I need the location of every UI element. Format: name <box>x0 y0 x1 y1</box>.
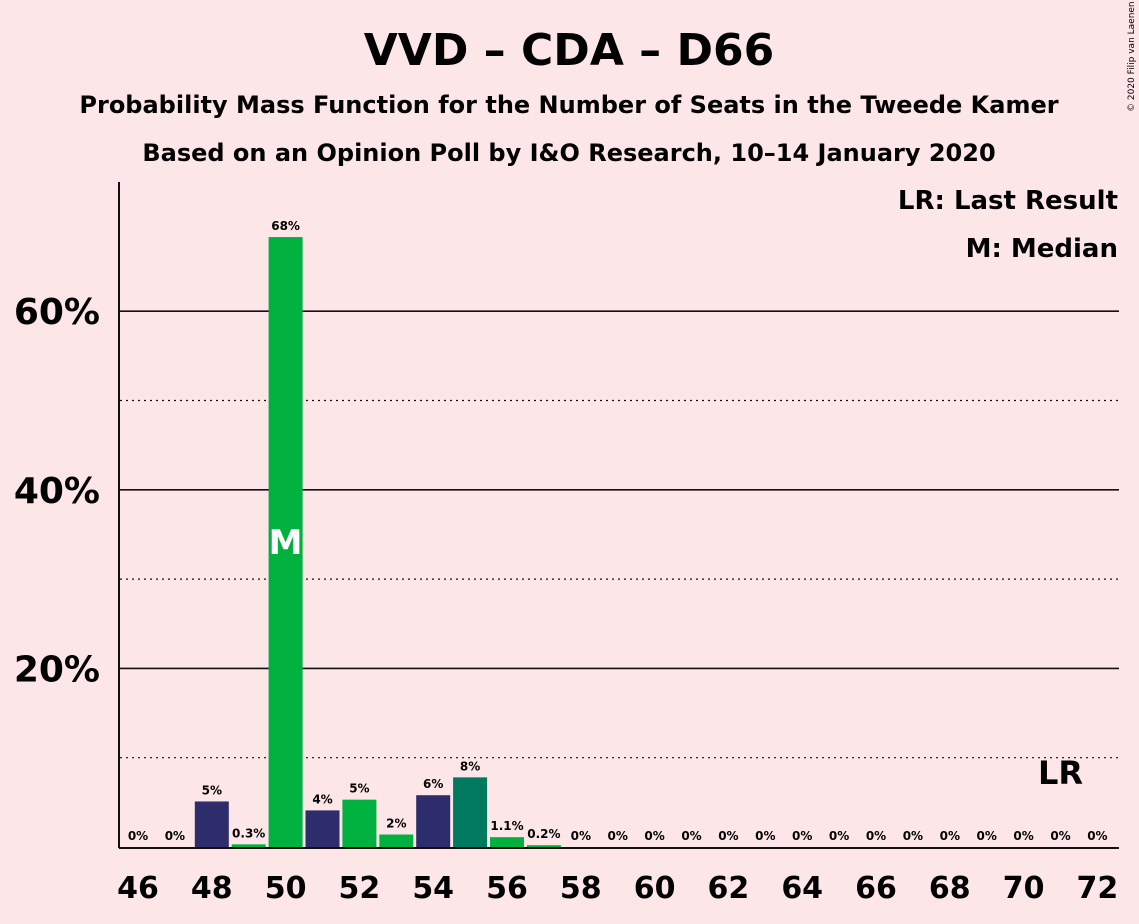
x-tick-label: 64 <box>781 871 823 906</box>
bar-seat-48 <box>194 801 229 847</box>
x-tick-label: 66 <box>855 871 897 906</box>
bar-seat-56 <box>490 837 524 847</box>
chart-source: Based on an Opinion Poll by I&O Research… <box>142 139 995 167</box>
x-tick-label: 70 <box>1003 871 1045 906</box>
data-label-seat-63: 0% <box>755 829 775 843</box>
data-label-seat-50: 68% <box>271 219 300 233</box>
data-label-seat-72: 0% <box>1087 829 1107 843</box>
bar-seat-51 <box>305 810 340 847</box>
bar-seat-57 <box>526 845 561 847</box>
x-tick-label: 72 <box>1077 871 1119 906</box>
data-label-seat-68: 0% <box>940 829 960 843</box>
y-tick-label: 20% <box>14 649 100 690</box>
bar-seat-50 <box>268 237 303 847</box>
data-labels: 0% 0% 5% 0.3% 68% 4% 5% 2% 6% 8% 1.1% 0.2% 0% 0% 0% 0% 0… <box>128 219 1108 843</box>
chart-subtitle: Probability Mass Function for the Number… <box>79 91 1058 119</box>
data-label-seat-71: 0% <box>1050 829 1070 843</box>
data-label-seat-67: 0% <box>903 829 923 843</box>
data-label-seat-65: 0% <box>829 829 849 843</box>
x-tick-label: 52 <box>339 871 381 906</box>
data-label-seat-51: 4% <box>312 792 332 806</box>
x-tick-label: 46 <box>117 871 159 906</box>
x-tick-label: 48 <box>191 871 233 906</box>
data-label-seat-55: 8% <box>460 759 480 773</box>
data-label-seat-70: 0% <box>1013 829 1033 843</box>
x-tick-label: 68 <box>929 871 971 906</box>
x-axis-ticks: 46 48 50 52 54 56 58 60 62 64 66 68 70 72 <box>117 871 1118 906</box>
x-tick-label: 54 <box>412 871 454 906</box>
bars <box>194 237 561 847</box>
last-result-marker: LR <box>1038 754 1083 792</box>
data-label-seat-48: 5% <box>202 783 222 797</box>
y-axis-ticks: 20% 40% 60% <box>14 292 100 690</box>
data-label-seat-60: 0% <box>644 829 664 843</box>
legend-median: M: Median <box>966 234 1118 264</box>
x-tick-label: 56 <box>486 871 528 906</box>
x-tick-label: 58 <box>560 871 602 906</box>
data-label-seat-61: 0% <box>681 829 701 843</box>
y-tick-label: 40% <box>14 471 100 512</box>
data-label-seat-69: 0% <box>977 829 997 843</box>
y-tick-label: 60% <box>14 292 100 333</box>
data-label-seat-47: 0% <box>165 829 185 843</box>
data-label-seat-57: 0.2% <box>527 827 560 841</box>
data-label-seat-59: 0% <box>608 829 628 843</box>
data-label-seat-58: 0% <box>571 829 591 843</box>
data-label-seat-56: 1.1% <box>490 819 523 833</box>
data-label-seat-52: 5% <box>349 782 369 796</box>
bar-seat-54 <box>416 795 451 847</box>
copyright-note: © 2020 Filip van Laenen <box>1127 1 1137 112</box>
median-marker: M <box>269 523 303 563</box>
x-tick-label: 50 <box>265 871 307 906</box>
chart-title: VVD – CDA – D66 <box>364 25 775 76</box>
x-tick-label: 60 <box>634 871 676 906</box>
bar-seat-53 <box>379 834 414 847</box>
data-label-seat-62: 0% <box>718 829 738 843</box>
bar-seat-49 <box>231 844 266 847</box>
data-label-seat-49: 0.3% <box>232 826 265 840</box>
bar-seat-55 <box>453 777 488 847</box>
data-label-seat-64: 0% <box>792 829 812 843</box>
bar-seat-52 <box>342 799 377 847</box>
x-tick-label: 62 <box>708 871 750 906</box>
legend-last-result: LR: Last Result <box>898 186 1118 216</box>
data-label-seat-66: 0% <box>866 829 886 843</box>
data-label-seat-46: 0% <box>128 829 148 843</box>
data-label-seat-54: 6% <box>423 777 443 791</box>
data-label-seat-53: 2% <box>386 816 406 830</box>
